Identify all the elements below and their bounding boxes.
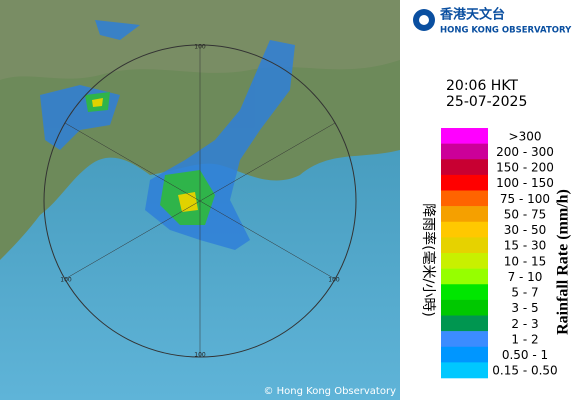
legend-label: 150 - 200 bbox=[496, 161, 554, 175]
legend-label: 3 - 5 bbox=[511, 301, 538, 315]
legend-label: 100 - 150 bbox=[496, 176, 554, 190]
legend-swatch bbox=[441, 362, 488, 379]
copyright: © Hong Kong Observatory bbox=[263, 386, 396, 397]
legend-label: 15 - 30 bbox=[504, 239, 547, 253]
legend-swatch bbox=[441, 284, 488, 301]
legend-label: 1 - 2 bbox=[511, 332, 538, 346]
legend-label: 10 - 15 bbox=[504, 254, 547, 268]
legend-swatch bbox=[441, 346, 488, 363]
legend-swatch bbox=[441, 174, 488, 191]
date: 25-07-2025 bbox=[446, 94, 527, 110]
range-label: 100 bbox=[194, 44, 206, 51]
legend-title-english: Rainfall Rate (mm/h) bbox=[555, 189, 572, 335]
land-hills bbox=[0, 0, 400, 80]
legend-swatch bbox=[441, 299, 488, 316]
legend-label: 5 - 7 bbox=[511, 286, 538, 300]
legend-label: >300 bbox=[509, 129, 542, 143]
legend-swatch bbox=[441, 221, 488, 238]
legend-label: 2 - 3 bbox=[511, 317, 538, 331]
range-label: 100 bbox=[60, 277, 72, 284]
legend-swatch bbox=[441, 237, 488, 254]
legend-swatch bbox=[441, 331, 488, 348]
legend-swatch bbox=[441, 268, 488, 285]
range-axis bbox=[64, 122, 336, 280]
legend-swatch bbox=[441, 143, 488, 160]
legend-swatch bbox=[441, 206, 488, 223]
legend-title-chinese: 降雨率(毫米/小時) bbox=[420, 203, 437, 317]
legend-swatch bbox=[441, 253, 488, 269]
legend-label: 7 - 10 bbox=[508, 270, 543, 284]
logo-english: HONG KONG OBSERVATORY bbox=[440, 26, 572, 36]
legend-label: 50 - 75 bbox=[504, 207, 547, 221]
legend-label: 30 - 50 bbox=[504, 223, 547, 237]
legend-swatch bbox=[441, 159, 488, 176]
logo-chinese: 香港天文台 bbox=[439, 7, 505, 23]
legend-label: 75 - 100 bbox=[500, 192, 550, 206]
legend-label: 200 - 300 bbox=[496, 145, 554, 159]
time: 20:06 HKT bbox=[446, 78, 518, 94]
legend-swatch bbox=[441, 315, 488, 332]
legend-label: 0.50 - 1 bbox=[502, 348, 548, 362]
legend-swatch bbox=[441, 128, 488, 144]
range-label: 100 bbox=[194, 352, 206, 359]
legend-swatch bbox=[441, 190, 488, 207]
legend-label: 0.15 - 0.50 bbox=[492, 364, 557, 378]
logo-mark-inner bbox=[419, 15, 429, 25]
range-label: 100 bbox=[328, 277, 340, 284]
